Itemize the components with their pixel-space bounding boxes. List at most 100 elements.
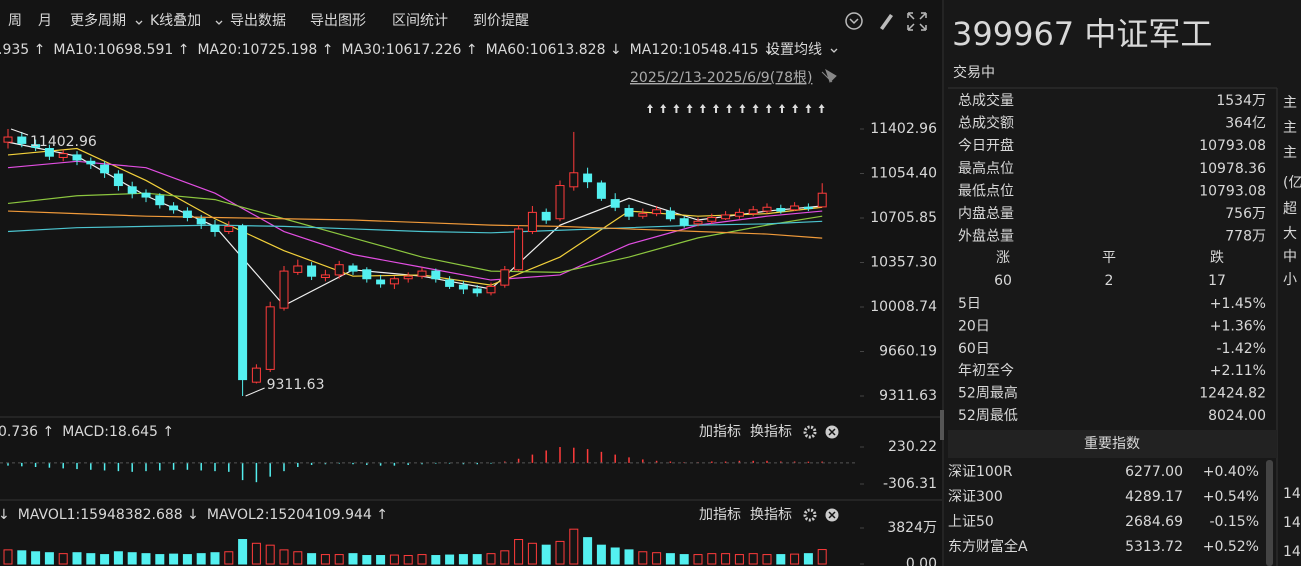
toolbar-button[interactable]: 更多周期	[70, 12, 126, 29]
volume-bar	[86, 553, 96, 565]
toolbar-button[interactable]: 月	[38, 13, 52, 29]
scrollbar[interactable]	[940, 410, 944, 440]
fullscreen-icon[interactable]	[907, 12, 927, 31]
volume-bar	[210, 552, 220, 565]
volume-bar	[196, 553, 206, 565]
toolbar-button[interactable]: 导出数据	[230, 13, 286, 29]
candle-body	[417, 270, 427, 277]
candle-body	[486, 285, 496, 294]
collapse-icon[interactable]	[845, 12, 863, 30]
candle-body	[527, 211, 537, 233]
candle-body	[362, 269, 372, 280]
event-marker[interactable]	[699, 104, 706, 113]
change-value: -1.42%	[1216, 341, 1266, 357]
candle-body	[638, 213, 648, 217]
volume-bar	[624, 549, 634, 565]
event-marker[interactable]	[726, 104, 733, 113]
event-marker[interactable]	[647, 104, 653, 113]
stat-label: 内盘总量	[958, 205, 1014, 222]
candle-body	[776, 208, 786, 212]
index-name[interactable]: 深证100R	[948, 464, 1013, 480]
candle-body	[445, 279, 455, 287]
candle-body	[403, 275, 413, 280]
event-marker[interactable]	[752, 104, 759, 113]
volume-bar	[445, 554, 455, 565]
index-price: 5313.72	[1125, 539, 1183, 555]
index-price: 4289.17	[1125, 489, 1183, 505]
indicator-button[interactable]: 换指标	[750, 423, 792, 440]
event-marker[interactable]	[713, 104, 719, 113]
scrollbar[interactable]	[1266, 460, 1273, 566]
ma-legend: MA20:10725.198 ↑	[197, 42, 333, 58]
toolbar-button[interactable]: 周	[8, 13, 22, 29]
toolbar-button[interactable]: 区间统计	[392, 13, 448, 29]
event-marker[interactable]	[792, 104, 799, 113]
event-marker[interactable]	[805, 104, 812, 113]
ma-legend: MA60:10613.828 ↓	[486, 42, 622, 58]
draw-icon[interactable]	[880, 14, 893, 30]
event-marker[interactable]	[660, 104, 667, 113]
volume-bar	[182, 554, 192, 565]
indicator-button[interactable]: 换指标	[750, 506, 792, 523]
volume-bar	[238, 539, 248, 565]
event-marker[interactable]	[765, 104, 772, 113]
event-marker[interactable]	[818, 104, 825, 113]
candle-body	[251, 367, 261, 383]
y-tick-label: 0.00	[906, 556, 937, 566]
index-price: 6277.00	[1125, 464, 1183, 480]
toolbar-button[interactable]: 导出图形	[310, 13, 366, 29]
candle-body	[44, 148, 54, 157]
index-name[interactable]: 东方财富全A	[948, 538, 1028, 555]
index-name[interactable]: 深证300	[948, 489, 1003, 505]
quote-title: 399967 中证军工	[952, 15, 1212, 53]
volume-bar	[527, 542, 537, 565]
stat-value: 10793.08	[1199, 183, 1266, 199]
candle-body	[748, 209, 758, 215]
candle-body	[624, 208, 634, 217]
settings-icon[interactable]	[803, 508, 817, 522]
side-number: 14	[1283, 486, 1301, 502]
toolbar-button[interactable]: 到价提醒	[473, 13, 529, 29]
pin-icon[interactable]	[821, 68, 837, 83]
volume-bar	[376, 555, 386, 565]
index-change: +0.54%	[1203, 489, 1259, 505]
event-marker[interactable]	[686, 104, 693, 113]
index-name[interactable]: 上证50	[948, 514, 994, 530]
indicator-header: ↓	[0, 507, 10, 523]
dropdown-chevron	[830, 48, 838, 53]
y-tick-label: 230.22	[888, 439, 937, 455]
candle-body	[472, 288, 482, 294]
change-label: 20日	[958, 318, 990, 334]
change-value: +1.45%	[1210, 296, 1266, 312]
event-marker[interactable]	[779, 104, 785, 113]
change-label: 5日	[958, 296, 981, 312]
stat-value: 1534万	[1216, 93, 1266, 109]
candle-body	[652, 209, 662, 215]
settings-icon[interactable]	[803, 425, 817, 439]
close-cross	[828, 511, 836, 519]
stat-value: 756万	[1225, 206, 1266, 222]
candle-body	[762, 206, 772, 212]
event-marker[interactable]	[739, 104, 746, 113]
volume-bar	[514, 539, 524, 565]
close-cross	[828, 428, 836, 436]
date-range[interactable]: 2025/2/13-2025/6/9(78根)	[630, 70, 812, 86]
volume-bar	[652, 552, 662, 565]
candle-body	[458, 284, 468, 290]
breadth-label: 跌	[1210, 250, 1224, 266]
ma-settings[interactable]: 设置均线	[766, 42, 822, 58]
volume-bar	[555, 540, 565, 565]
candle-body	[665, 210, 675, 220]
indicator-button[interactable]: 加指标	[699, 507, 741, 523]
toolbar-button[interactable]: K线叠加	[150, 13, 201, 29]
breadth-label: 平	[1102, 250, 1116, 266]
candle-body	[569, 172, 579, 188]
annotation: 11402.96	[30, 134, 97, 150]
indicator-button[interactable]: 加指标	[699, 424, 741, 440]
volume-bar	[693, 554, 703, 565]
change-value: 8024.00	[1208, 408, 1266, 424]
candle-body	[803, 206, 813, 210]
ma-legend: MA10:10698.591 ↑	[53, 42, 189, 58]
event-marker[interactable]	[673, 104, 680, 113]
candle-body	[169, 205, 179, 211]
